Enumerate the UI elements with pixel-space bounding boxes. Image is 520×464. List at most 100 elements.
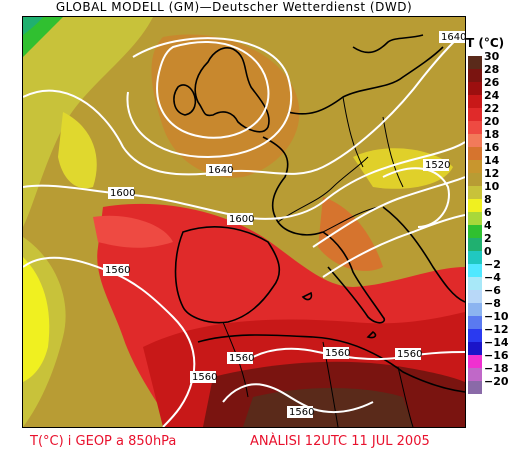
legend-label: 28 <box>484 63 500 76</box>
legend-swatch <box>468 69 482 82</box>
contour-1640 <box>23 31 465 176</box>
legend-swatch <box>468 303 482 316</box>
legend-label: 12 <box>484 167 500 180</box>
contour-label-1560-s1: 1560 <box>229 353 254 364</box>
contour-label-1600-c: 1600 <box>229 214 254 225</box>
legend-row: −8 <box>468 297 520 316</box>
legend-row: −12 <box>468 323 520 342</box>
label-bg-1560-s1 <box>227 352 253 364</box>
legend-row: 10 <box>468 180 520 199</box>
contour-label-1560-s2: 1560 <box>325 348 350 359</box>
legend-label: −4 <box>484 271 501 284</box>
legend-label: 20 <box>484 115 500 128</box>
contour-low-uk-inner <box>156 41 270 139</box>
field-bright-yellow-sw <box>23 257 50 382</box>
legend-label: −14 <box>484 336 509 349</box>
legend-row: 6 <box>468 206 520 225</box>
legend-label: 22 <box>484 102 500 115</box>
coast-sicily <box>366 330 377 339</box>
field-green-corner <box>23 17 63 57</box>
legend-label: −16 <box>484 349 509 362</box>
legend-label: 10 <box>484 180 500 193</box>
label-bg-1640-c <box>206 164 232 176</box>
legend-label: 8 <box>484 193 492 206</box>
legend-label: 0 <box>484 245 492 258</box>
field-yellow-west <box>23 17 153 227</box>
border-7 <box>397 366 414 427</box>
label-bg-1560-s4 <box>190 371 216 383</box>
legend-label: −8 <box>484 297 501 310</box>
legend-swatch <box>468 368 482 381</box>
contour-east-1 <box>312 176 465 248</box>
legend-row: 4 <box>468 219 520 238</box>
legend-label: 18 <box>484 128 500 141</box>
legend-row: 24 <box>468 89 520 108</box>
analysis-time: ANÀLISI 12UTC 11 JUL 2005 <box>250 434 430 449</box>
label-bg-1560-w <box>103 264 129 276</box>
legend-label: 16 <box>484 141 500 154</box>
legend-label: −18 <box>484 362 509 375</box>
legend-swatch <box>468 329 482 342</box>
legend-swatch <box>468 355 482 368</box>
field-yellow-east <box>353 148 453 189</box>
border-3 <box>342 96 364 168</box>
field-green-corner-2 <box>23 17 43 35</box>
legend-swatch <box>468 173 482 186</box>
legend-row: 2 <box>468 232 520 251</box>
field-description: T(°C) i GEOP a 850hPa <box>30 434 177 449</box>
legend-swatch <box>468 277 482 290</box>
legend-label: 6 <box>484 206 492 219</box>
contour-low-uk-outer <box>126 37 293 159</box>
contour-1560-africa <box>222 383 374 414</box>
field-red-patch <box>93 215 173 248</box>
border-1 <box>277 156 369 223</box>
legend-swatch <box>468 238 482 251</box>
legend-swatch <box>468 134 482 147</box>
map-canvas: 1640 1640 1600 1600 1520 1560 1560 1560 … <box>23 17 465 427</box>
legend-row: 22 <box>468 102 520 121</box>
legend-label: 14 <box>484 154 500 167</box>
coast-north-africa <box>197 334 465 393</box>
coast-italy <box>322 231 386 324</box>
contour-label-1560-s4: 1560 <box>192 372 217 383</box>
legend-row: 20 <box>468 115 520 134</box>
label-bg-1520 <box>423 159 449 171</box>
legend-swatch <box>468 251 482 264</box>
contour-label-1600-w: 1600 <box>110 188 135 199</box>
legend-row: −10 <box>468 310 520 329</box>
coast-sardinia <box>301 291 313 301</box>
legend-row: −20 <box>468 375 520 394</box>
legend-row: −18 <box>468 362 520 381</box>
legend-swatch <box>468 290 482 303</box>
legend-row: −14 <box>468 336 520 355</box>
coastlines <box>173 34 465 393</box>
legend-swatch <box>468 212 482 225</box>
coast-north-sea <box>287 46 444 115</box>
legend-row: −6 <box>468 284 520 303</box>
border-2 <box>322 206 379 233</box>
legend-swatch <box>468 108 482 121</box>
contour-label-1560-s3: 1560 <box>397 349 422 360</box>
legend-swatch <box>468 342 482 355</box>
legend-row: 12 <box>468 167 520 186</box>
contour-label-1640-c: 1640 <box>208 165 233 176</box>
legend-row: 18 <box>468 128 520 147</box>
contour-east-2 <box>322 214 465 278</box>
contour-labels: 1640 1640 1600 1600 1520 1560 1560 1560 … <box>103 31 465 418</box>
contour-label-1560-s5: 1560 <box>289 407 314 418</box>
legend-label: 24 <box>484 89 500 102</box>
temperature-map: 1640 1640 1600 1600 1520 1560 1560 1560 … <box>22 16 466 428</box>
legend-label: 4 <box>484 219 492 232</box>
legend-swatch <box>468 56 482 69</box>
label-bg-1560-s2 <box>323 347 349 359</box>
legend-label: 26 <box>484 76 500 89</box>
legend-swatch <box>468 147 482 160</box>
temperature-legend: 30 28 26 24 22 20 18 16 14 12 10 8 6 4 2 0 −2 −4 −6 −8 −10 −1… <box>468 50 520 394</box>
label-bg-1560-s3 <box>395 348 421 360</box>
legend-row: 30 <box>468 50 520 69</box>
coast-great-britain <box>194 47 270 133</box>
field-yellow-patch <box>58 112 97 189</box>
legend-label: −6 <box>484 284 501 297</box>
coast-france-west <box>262 136 324 236</box>
contour-label-1520: 1520 <box>425 160 450 171</box>
